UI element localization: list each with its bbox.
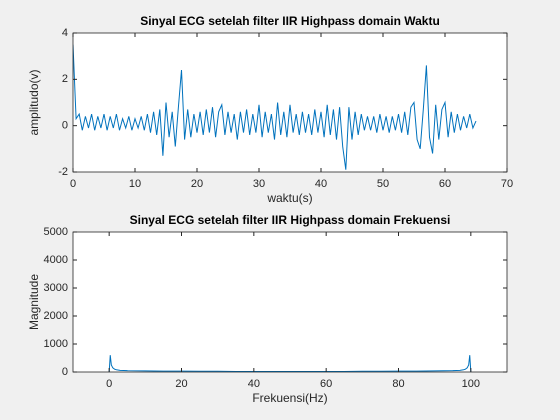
x-tick-label: 50 [377, 178, 389, 190]
x-tick-label: 40 [248, 378, 260, 390]
x-tick-label: 20 [175, 378, 187, 390]
signal-line [73, 44, 477, 170]
signal-line [108, 355, 472, 372]
axes-box [72, 231, 508, 373]
y-tick-label: -2 [58, 166, 68, 178]
y-tick-label: 5000 [44, 226, 68, 238]
y-axis-label: Magnitude [27, 274, 41, 330]
y-tick-label: 0 [62, 120, 68, 132]
axes-box [72, 32, 508, 173]
y-tick-label: 0 [62, 366, 68, 378]
x-tick-label: 0 [106, 378, 112, 390]
chart-title: Sinyal ECG setelah filter IIR Highpass d… [140, 14, 440, 28]
plot-area [73, 33, 507, 172]
y-tick-label: 4000 [44, 254, 68, 266]
x-tick-label: 20 [191, 178, 203, 190]
x-tick-label: 60 [320, 378, 332, 390]
y-tick-label: 4 [62, 27, 68, 39]
y-axis-label: amplitudo(v) [27, 69, 41, 135]
x-axis-label: Frekuensi(Hz) [252, 391, 327, 405]
x-tick-label: 60 [439, 178, 451, 190]
x-tick-label: 0 [70, 178, 76, 190]
x-tick-label: 40 [315, 178, 327, 190]
x-tick-label: 100 [462, 378, 480, 390]
x-tick-label: 10 [129, 178, 141, 190]
y-tick-label: 3000 [44, 282, 68, 294]
y-tick-label: 1000 [44, 338, 68, 350]
x-tick-label: 30 [253, 178, 265, 190]
plot-area [73, 232, 507, 372]
x-tick-label: 70 [501, 178, 513, 190]
y-tick-label: 2000 [44, 310, 68, 322]
y-tick-label: 2 [62, 73, 68, 85]
x-tick-label: 80 [392, 378, 404, 390]
chart-title: Sinyal ECG setelah filter IIR Highpass d… [130, 213, 451, 227]
x-axis-label: waktu(s) [266, 191, 312, 205]
